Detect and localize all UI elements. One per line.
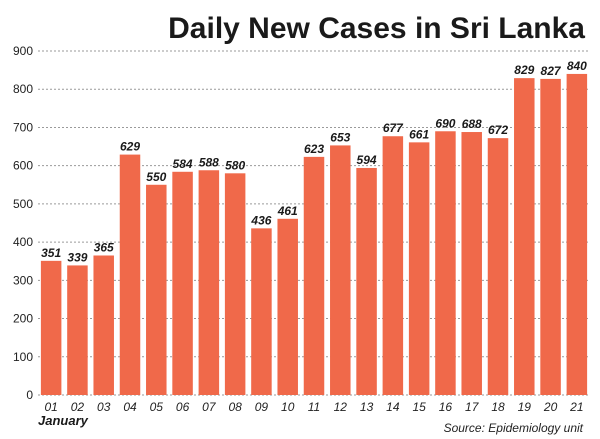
data-labels: 351 339 365 629 550 584 588 580 436 461 623 653 594 6…: [41, 59, 587, 264]
x-tick-label: 08: [228, 400, 242, 414]
data-label: 840: [567, 59, 587, 73]
y-tick-label: 300: [13, 273, 33, 287]
data-label: 461: [277, 204, 298, 218]
bar: [40, 260, 62, 395]
data-label: 629: [120, 140, 140, 154]
data-label: 351: [41, 246, 61, 260]
data-label: 653: [330, 130, 350, 144]
chart-title: Daily New Cases in Sri Lanka: [168, 12, 585, 45]
bar: [67, 265, 88, 395]
bar: [540, 78, 561, 395]
y-axis-ticks: 0 100 200 300 400 500 600 700 800 900: [13, 44, 33, 402]
x-tick-label: 11: [308, 400, 320, 414]
bars: [40, 73, 588, 396]
y-tick-label: 500: [13, 197, 33, 211]
bar: [566, 73, 588, 395]
bar: [277, 218, 298, 395]
x-tick-label: 06: [176, 400, 190, 414]
bar: [487, 138, 509, 395]
x-tick-label: 05: [150, 400, 164, 414]
data-label: 584: [173, 157, 193, 171]
bar: [146, 184, 167, 395]
bar: [172, 171, 193, 395]
data-label: 677: [383, 121, 404, 135]
data-label: 365: [94, 240, 114, 254]
x-tick-label: 12: [334, 400, 348, 414]
x-tick-label: 09: [255, 400, 269, 414]
x-tick-label: 03: [97, 400, 111, 414]
data-label: 688: [462, 117, 482, 131]
x-tick-label: 20: [543, 400, 558, 414]
x-tick-label: 14: [386, 400, 400, 414]
y-tick-label: 800: [13, 82, 33, 96]
y-tick-label: 900: [13, 44, 33, 58]
source-note: Source: Epidemiology unit: [444, 421, 584, 435]
bar: [224, 173, 246, 395]
x-tick-label: 18: [491, 400, 505, 414]
bar: [356, 167, 377, 395]
data-label: 672: [488, 123, 508, 137]
x-tick-label: 02: [71, 400, 85, 414]
data-label: 594: [357, 153, 377, 167]
bar: [303, 156, 325, 395]
x-tick-label: 15: [412, 400, 426, 414]
data-label: 827: [541, 64, 562, 78]
bar: [514, 78, 535, 395]
bar: [93, 255, 114, 395]
x-tick-label: 07: [202, 400, 217, 414]
x-axis-label: January: [38, 413, 89, 428]
data-label: 661: [409, 127, 429, 141]
bar: [251, 228, 272, 395]
bar: [461, 132, 482, 395]
data-label: 550: [146, 170, 166, 184]
data-label: 623: [304, 142, 324, 156]
bar: [408, 142, 430, 395]
data-label: 588: [199, 155, 219, 169]
data-label: 580: [225, 158, 245, 172]
y-tick-label: 200: [13, 312, 33, 326]
bar: [330, 145, 351, 395]
data-label: 690: [435, 116, 455, 130]
x-tick-label: 16: [439, 400, 453, 414]
bar: [198, 170, 220, 395]
x-tick-label: 17: [465, 400, 480, 414]
x-axis-ticks: 01 02 03 04 05 06 07 08 09 10 11 12 13 14 15 16 17 18 19 20…: [44, 400, 583, 414]
data-label: 829: [514, 63, 534, 77]
y-tick-label: 0: [26, 388, 33, 402]
x-tick-label: 21: [569, 400, 583, 414]
x-tick-label: 04: [123, 400, 137, 414]
x-tick-label: 01: [44, 400, 57, 414]
x-tick-label: 10: [281, 400, 295, 414]
bar: [382, 136, 404, 396]
bar: [119, 154, 141, 395]
y-tick-label: 400: [13, 235, 33, 249]
y-tick-label: 700: [13, 120, 33, 134]
y-tick-label: 600: [13, 159, 33, 173]
data-label: 436: [250, 213, 271, 227]
x-tick-label: 19: [518, 400, 532, 414]
x-tick-label: 13: [360, 400, 374, 414]
data-label: 339: [67, 250, 87, 264]
bar: [435, 131, 456, 395]
y-tick-label: 100: [13, 350, 33, 364]
